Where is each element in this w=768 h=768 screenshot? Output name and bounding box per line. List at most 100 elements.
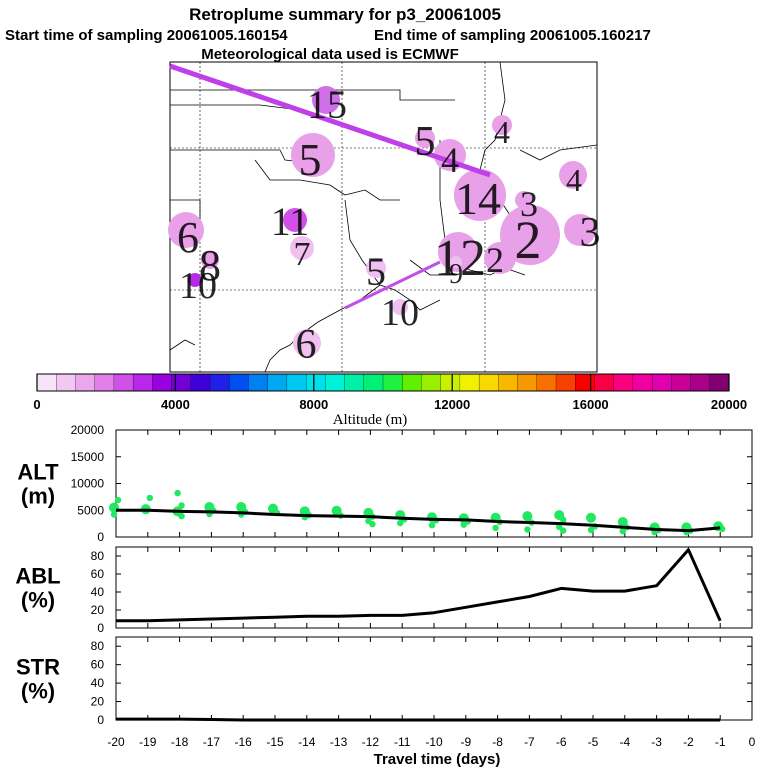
y-tick-label: 5000 (77, 503, 104, 517)
colorbar-cell (267, 373, 288, 392)
colorbar-tick-label: 8000 (299, 397, 328, 412)
altitude-scatter-point (369, 520, 376, 528)
colorbar-tick-label: 16000 (573, 397, 609, 412)
colorbar-cell (402, 373, 422, 392)
colorbar-cell (613, 373, 634, 392)
map-day-label: 8 (199, 241, 221, 290)
colorbar-cell (498, 373, 519, 392)
colorbar-cell (459, 373, 480, 392)
map-day-label: 2 (486, 240, 504, 280)
x-tick-label: -15 (266, 735, 284, 749)
colorbar-cell (209, 373, 230, 392)
map-day-label: 12 (434, 230, 486, 287)
centroid-dot (515, 191, 533, 209)
y-tick-label: 0 (97, 713, 104, 727)
x-tick-label: -12 (362, 735, 380, 749)
y-tick-label: 80 (91, 639, 105, 653)
colorbar-cell (36, 373, 57, 392)
map-day-label: 3 (580, 210, 601, 256)
x-tick-label: -11 (394, 735, 411, 749)
end-time-label: End time of sampling 20061005.160217 (374, 27, 651, 44)
colorbar-cell (190, 373, 211, 392)
y-tick-label: 60 (91, 658, 105, 672)
centroid-dot (291, 133, 335, 177)
centroid-dot (366, 258, 386, 278)
colorbar-cell (575, 373, 595, 392)
panel-2: 0 20 40 60 80 STR(%) (16, 636, 753, 727)
altitude-scatter-point (492, 524, 499, 532)
start-time-label: Start time of sampling 20061005.160154 (5, 27, 288, 44)
panel-frame (115, 546, 753, 629)
retroplume-centroids (168, 86, 596, 357)
y-tick-label: 80 (91, 549, 105, 563)
panel-1: 0 20 40 60 80 ABL(%) (15, 546, 753, 635)
map-day-label: 10 (381, 292, 419, 334)
series-line (116, 717, 721, 722)
colorbar-tick-label: 20000 (711, 397, 747, 412)
x-tick-label: -13 (330, 735, 348, 749)
colorbar-cell (555, 373, 576, 392)
centroid-dot (564, 214, 596, 246)
x-tick-label: -6 (556, 735, 567, 749)
map-day-label: 7 (294, 236, 311, 273)
altitude-scatter-point (556, 523, 563, 531)
panel-label: STR (16, 655, 60, 680)
altitude-scatter-point (110, 511, 118, 518)
plume-trajectory (169, 63, 491, 310)
x-tick-label: -7 (524, 735, 535, 749)
x-tick-label: -20 (107, 735, 125, 749)
map-day-label: 4 (441, 140, 459, 180)
panel-label-unit: (%) (21, 679, 55, 704)
colorbar-cell (344, 373, 365, 392)
centroid-dot (188, 273, 202, 287)
colorbar-cell (517, 373, 538, 392)
colorbar-title: Altitude (m) (333, 412, 408, 428)
centroid-dot (283, 208, 307, 232)
altitude-scatter-point (719, 525, 726, 533)
map-day-label: 10 (179, 265, 217, 307)
map-day-label: 6 (177, 213, 199, 262)
y-tick-label: 40 (91, 676, 105, 690)
x-tick-label: 0 (749, 735, 756, 749)
colorbar-cell (75, 373, 96, 392)
met-data-label: Meteorological data used is ECMWF (201, 46, 459, 63)
y-tick-label: 10000 (71, 477, 105, 491)
colorbar-cell (651, 373, 672, 392)
panel-frame (115, 636, 753, 721)
map-day-label: 5 (299, 134, 322, 185)
map-day-label: 14 (455, 173, 501, 224)
map-day-label: 15 (307, 82, 347, 127)
colorbar-cell (382, 373, 403, 392)
trajectory-line-south (344, 260, 441, 310)
map-day-label: 5 (366, 249, 386, 294)
centroid-dot (500, 205, 560, 265)
centroid-dot (201, 251, 219, 269)
panel-label-unit: (%) (21, 588, 55, 613)
y-tick-label: 20 (91, 603, 105, 617)
x-tick-label: -18 (171, 735, 189, 749)
x-tick-label: -10 (425, 735, 443, 749)
centroid-dot (312, 86, 340, 114)
colorbar-tick-label: 12000 (434, 397, 470, 412)
x-axis: -20 -19 -18 -17 -16 -15 -14 -13 -12 -11 -10 -9 -8 -7-… (107, 735, 755, 749)
altitude-scatter-point (560, 516, 567, 524)
colorbar-tick-label: 4000 (161, 397, 190, 412)
centroid-dot (290, 236, 314, 260)
centroid-dot (492, 115, 512, 135)
colorbar-cell (478, 373, 499, 392)
panel-label-unit: (m) (21, 484, 55, 509)
centroid-dot (293, 329, 321, 357)
altitude-scatter-point (178, 512, 185, 520)
colorbar-cell (363, 373, 384, 392)
map-day-label: 4 (566, 162, 582, 198)
centroid-dot (484, 242, 516, 274)
x-tick-label: -8 (492, 735, 503, 749)
x-tick-label: -14 (298, 735, 316, 749)
colorbar-cell (594, 373, 615, 392)
colorbar-cell (709, 373, 730, 392)
colorbar-cell (325, 373, 346, 392)
x-tick-label: -17 (203, 735, 221, 749)
map-day-label: 6 (296, 322, 317, 368)
